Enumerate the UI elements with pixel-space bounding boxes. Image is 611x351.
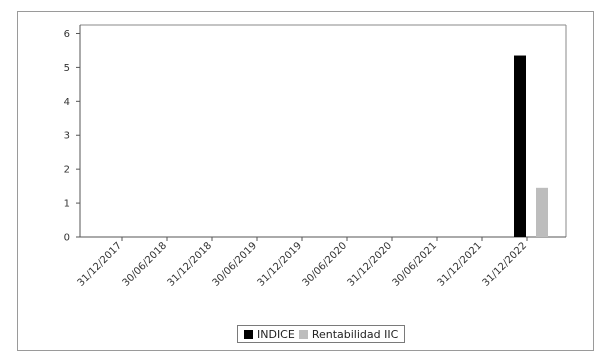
legend-label-rentabilidad: Rentabilidad IIC (311, 327, 399, 341)
legend-label-indice: INDICE (257, 327, 295, 341)
y-tick-label: 5 (64, 63, 70, 74)
legend-swatch-rentabilidad (298, 329, 308, 339)
bar-chart: 012345631/12/201730/06/201831/12/201830/… (64, 24, 567, 289)
legend: INDICE Rentabilidad IIC (237, 325, 406, 343)
bar-rentabilidad (536, 187, 548, 237)
x-tick-label: 31/12/2019 (256, 240, 305, 289)
y-tick-label: 3 (64, 131, 70, 142)
legend-item-indice: INDICE (244, 328, 295, 341)
x-tick-label: 31/12/2018 (166, 240, 215, 289)
y-tick-label: 4 (64, 97, 70, 108)
y-tick-label: 0 (64, 233, 70, 244)
x-tick-label: 30/06/2021 (391, 240, 440, 289)
bar-indice (514, 55, 526, 237)
legend-item-rentabilidad: Rentabilidad IIC (298, 327, 399, 341)
y-tick-label: 6 (64, 29, 70, 40)
x-tick-label: 30/06/2019 (211, 240, 260, 289)
x-tick-label: 31/12/2020 (346, 240, 395, 289)
x-tick-label: 30/06/2020 (301, 240, 350, 289)
y-tick-label: 1 (64, 199, 70, 210)
legend-swatch-indice (244, 329, 253, 339)
x-tick-label: 31/12/2021 (436, 240, 485, 289)
y-tick-label: 2 (64, 165, 70, 176)
chart-frame: 0 1 2 3 4 5 6 31/12/2017 30/06/2018 31/12/2018 30/… (17, 11, 594, 351)
x-tick-label: 31/12/2017 (76, 240, 125, 289)
x-tick-label: 31/12/2022 (481, 240, 530, 289)
x-tick-label: 30/06/2018 (121, 240, 170, 289)
